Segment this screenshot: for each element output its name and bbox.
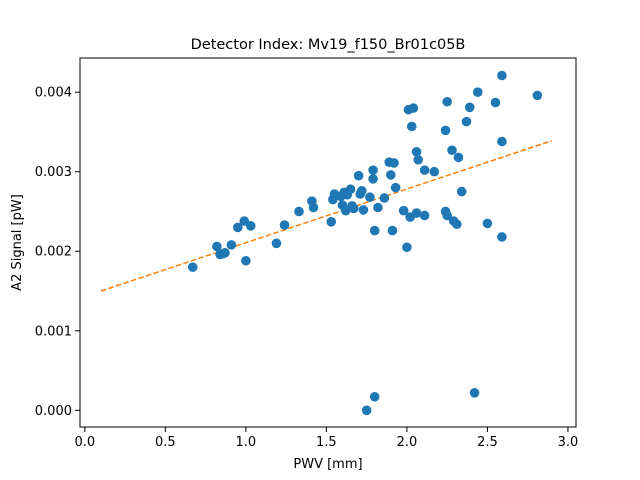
data-point <box>402 242 412 253</box>
data-point <box>398 205 409 216</box>
data-point <box>212 241 222 252</box>
data-point <box>294 206 304 217</box>
data-point <box>326 217 337 227</box>
data-point <box>386 170 396 180</box>
data-point <box>373 202 383 213</box>
data-point <box>308 202 319 213</box>
x-tick-label: 1.5 <box>316 435 337 450</box>
data-points-layer <box>187 70 543 416</box>
x-tick-label: 2.5 <box>477 435 498 450</box>
data-point <box>464 102 475 113</box>
data-point <box>361 405 372 416</box>
data-point <box>387 225 398 236</box>
data-point <box>220 248 230 258</box>
data-point <box>452 219 462 230</box>
data-point <box>226 240 237 250</box>
axes-frame <box>79 57 577 428</box>
data-point <box>279 220 290 230</box>
data-point <box>497 136 507 147</box>
y-axis-label: A2 Signal [pW] <box>10 194 25 291</box>
x-tick-label: 3.0 <box>558 435 579 450</box>
data-point <box>358 205 369 215</box>
data-point <box>413 154 423 165</box>
plot-area <box>100 70 553 416</box>
data-point <box>408 103 419 113</box>
y-tick-label: 0.001 <box>35 324 72 339</box>
data-point <box>482 218 493 229</box>
data-point <box>490 97 501 108</box>
data-point <box>348 203 359 214</box>
data-point <box>245 220 256 231</box>
x-tick-label: 2.0 <box>397 435 418 450</box>
fit-line <box>100 139 553 292</box>
data-point <box>379 193 390 203</box>
data-point <box>411 208 422 218</box>
x-axis-ticks: 0.0 0.5 1.0 1.5 2.0 2.5 3.0 <box>74 427 578 450</box>
x-axis-label: PWV [mm] <box>293 457 362 472</box>
data-point <box>187 262 198 272</box>
data-point <box>442 96 452 107</box>
data-point <box>241 255 251 266</box>
data-point <box>368 174 378 184</box>
y-tick-label: 0.000 <box>35 404 72 419</box>
y-tick-label: 0.003 <box>35 165 72 180</box>
data-point <box>497 232 507 242</box>
data-point <box>406 121 417 132</box>
data-point <box>368 165 378 175</box>
data-point <box>532 90 543 101</box>
x-tick-label: 0.0 <box>74 435 95 450</box>
chart-title: Detector Index: Mv19_f150_Br01c05B <box>191 37 466 53</box>
fit-line-layer <box>100 139 553 292</box>
data-point <box>353 170 364 181</box>
data-point <box>419 210 430 221</box>
y-tick-label: 0.002 <box>35 245 72 260</box>
data-point <box>357 186 367 196</box>
data-point <box>369 225 380 236</box>
data-point <box>456 186 467 197</box>
data-point <box>365 192 375 202</box>
data-point <box>440 125 451 136</box>
y-axis-ticks: 0.000 0.001 0.002 0.003 0.004 <box>35 86 80 419</box>
data-point <box>411 147 422 157</box>
data-point <box>442 210 452 221</box>
data-point <box>453 152 464 163</box>
data-point <box>497 70 507 81</box>
data-point <box>271 238 282 249</box>
data-point <box>233 222 243 233</box>
x-tick-label: 1.0 <box>236 435 257 450</box>
data-point <box>472 87 483 97</box>
data-point <box>369 391 380 402</box>
data-point <box>345 184 356 195</box>
data-point <box>469 388 480 398</box>
y-tick-label: 0.004 <box>35 86 72 101</box>
data-point <box>429 166 440 177</box>
data-point <box>447 145 457 156</box>
data-point <box>461 116 472 127</box>
data-point <box>389 158 399 168</box>
data-point <box>390 182 401 193</box>
data-point <box>419 165 430 175</box>
x-tick-label: 0.5 <box>155 435 176 450</box>
